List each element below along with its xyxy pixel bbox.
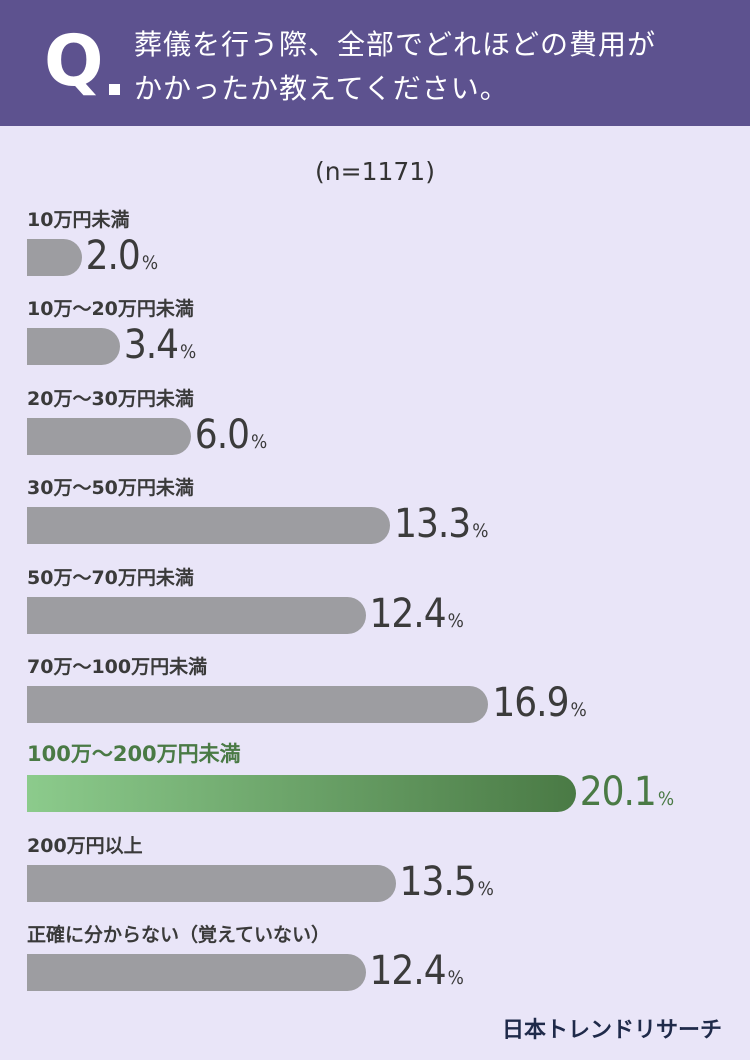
percent-sign: % [477,877,494,900]
percent-sign: % [447,609,464,632]
bar [27,864,396,902]
value-number: 3.4 [123,322,179,369]
percent-sign: % [251,430,268,453]
percent-sign: % [447,967,464,990]
question-line-1: 葬儀を行う際、全部でどれほどの費用が [134,28,657,61]
bar [27,328,120,366]
category-label: 正確に分からない（覚えていない） [27,924,331,947]
bar [27,596,366,634]
category-label: 10万円未満 [27,209,130,231]
bar [27,417,191,455]
percent-sign: % [570,699,587,721]
bar [27,686,489,723]
value-label: 6.0% [195,413,267,464]
value-number: 20.1 [579,769,657,816]
question-header: Q 葬儀を行う際、全部でどれほどの費用が かかったか教えてください。 [0,0,750,126]
category-label: 70万〜100万円未満 [27,656,208,678]
bar [27,775,576,813]
percent-sign: % [472,520,489,543]
category-label: 200万円以上 [27,834,143,857]
category-label: 100万〜200万円未満 [27,742,241,767]
category-label: 30万〜50万円未満 [27,477,194,500]
sample-size: (n=1171) [315,157,435,186]
value-number: 13.3 [394,501,471,548]
q-dot [109,84,120,95]
value-number: 13.5 [399,858,477,905]
bar [27,239,82,276]
question-line-2: かかったか教えてください。 [134,72,509,105]
value-number: 2.0 [85,233,141,279]
percent-sign: % [657,788,675,811]
value-label: 13.5% [400,860,494,911]
value-label: 13.3% [394,502,488,553]
category-label: 50万〜70万円未満 [27,566,194,589]
value-number: 6.0 [194,411,250,458]
value-number: 16.9 [492,680,569,726]
value-label: 3.4% [124,323,196,374]
value-number: 12.4 [369,590,447,637]
value-number: 12.4 [369,948,447,995]
value-label: 12.4% [370,949,464,1000]
category-label: 10万〜20万円未満 [27,298,194,321]
bar [27,954,366,992]
value-label: 16.9% [492,681,586,732]
value-label: 12.4% [370,592,464,643]
bar [27,507,391,545]
category-label: 20万〜30万円未満 [27,387,194,410]
question-text: 葬儀を行う際、全部でどれほどの費用が かかったか教えてください。 [134,23,734,111]
percent-sign: % [141,252,159,274]
value-label: 20.1% [580,770,674,821]
percent-sign: % [180,341,197,364]
source-logo: 日本トレンドリサーチ [501,1018,722,1043]
q-mark: Q [44,20,104,102]
value-label: 2.0% [86,234,158,285]
